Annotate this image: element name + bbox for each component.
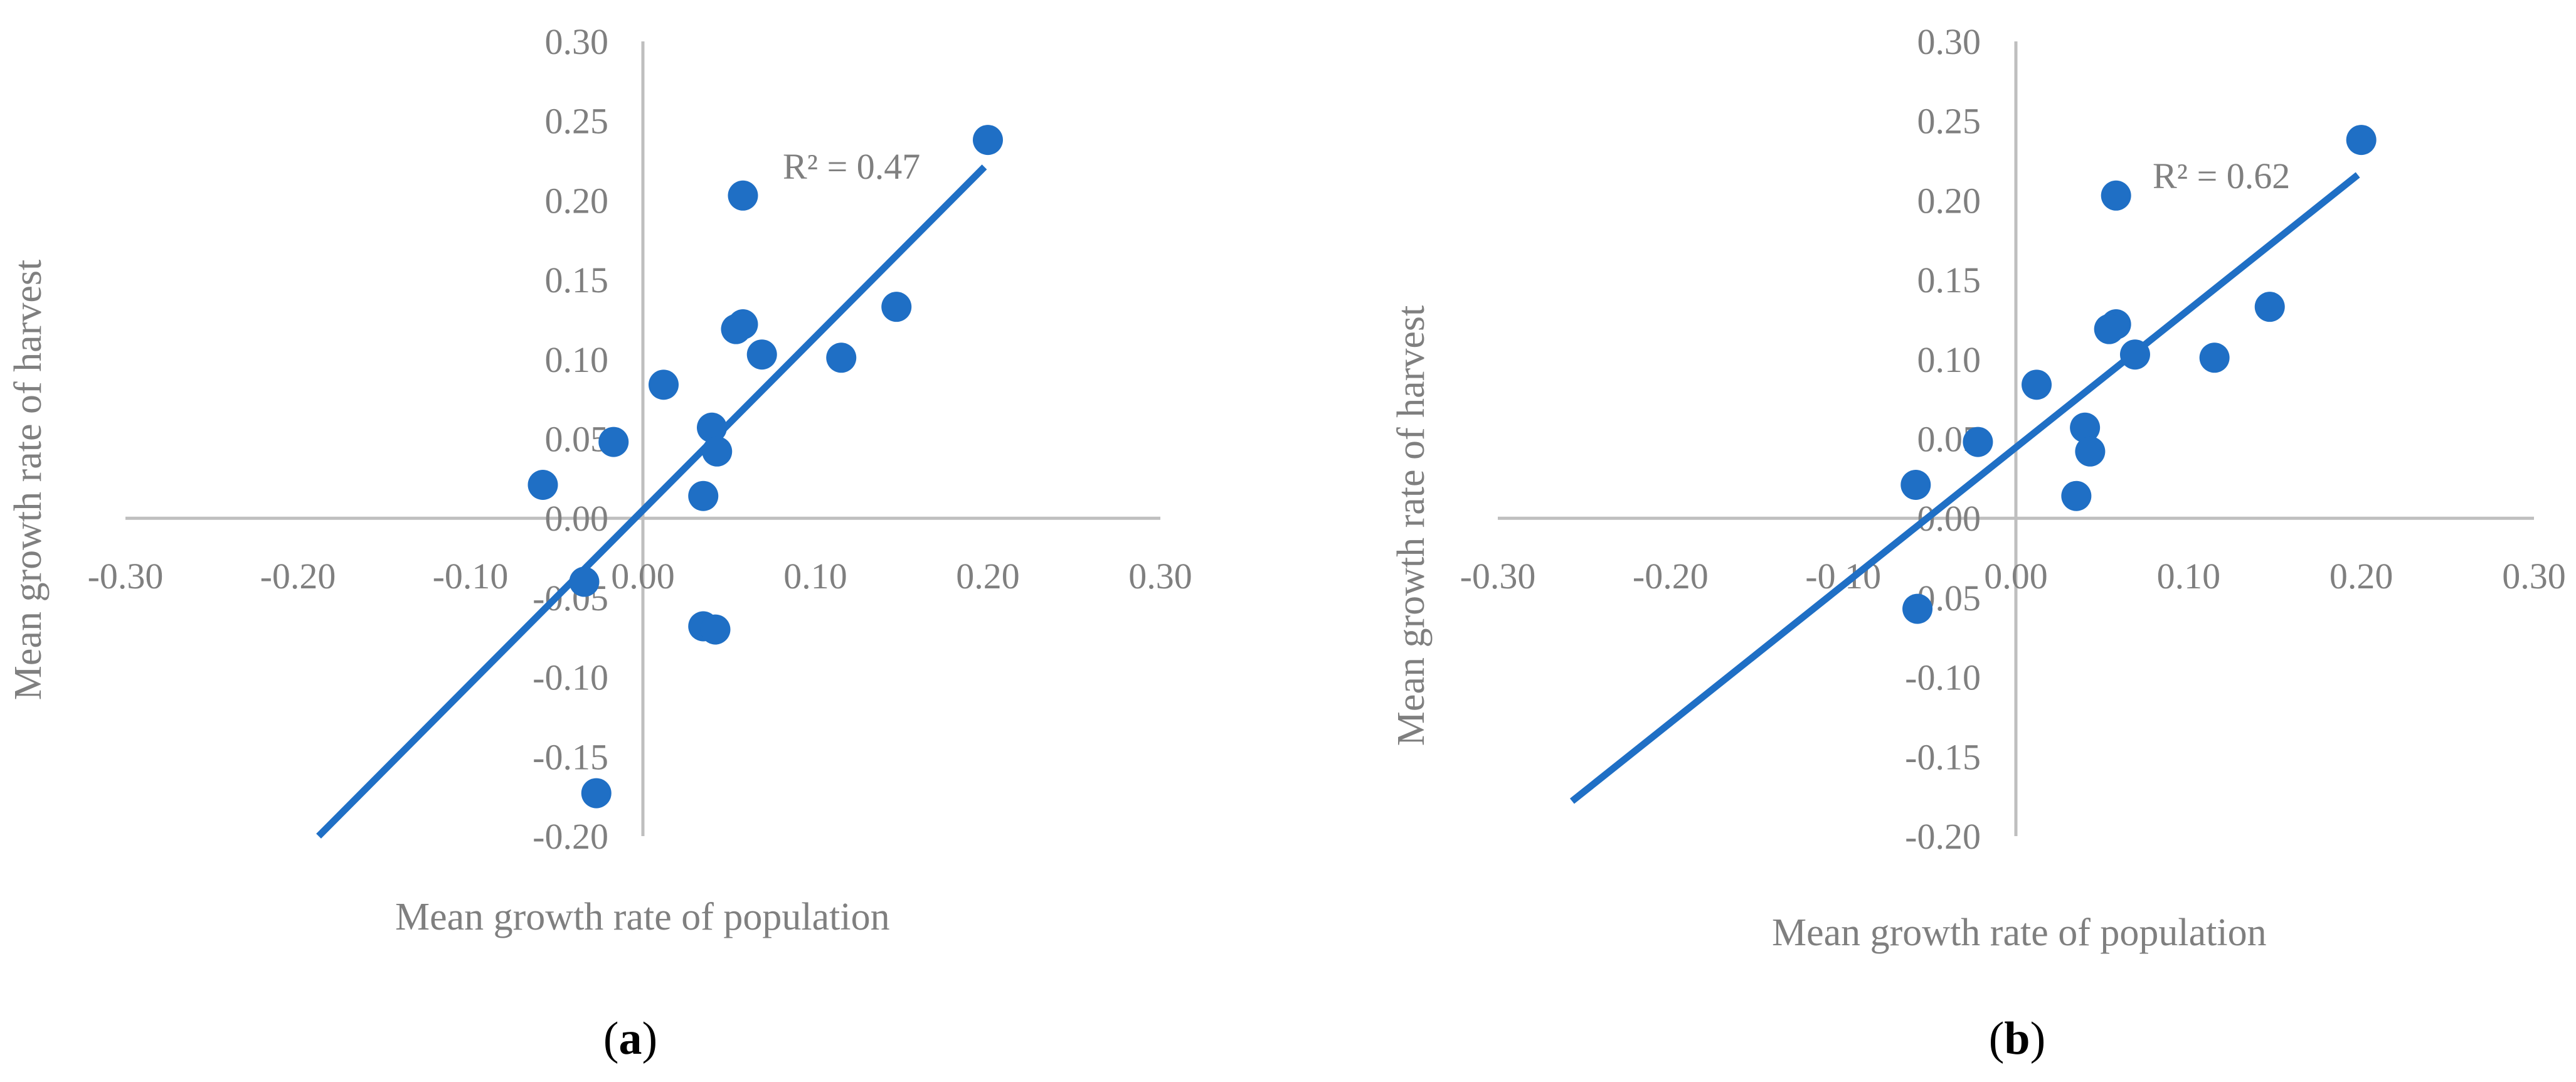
- y-axis-title-a: Mean growth rate of harvest: [7, 260, 50, 700]
- r-squared-label-b: R² = 0.62: [2153, 156, 2290, 196]
- caption-letter-a: a: [619, 1013, 642, 1064]
- data-point: [881, 292, 912, 322]
- x-tick-label: 0.20: [2330, 556, 2393, 597]
- axes-b: [1498, 41, 2534, 836]
- x-tick-label: -0.10: [433, 556, 509, 597]
- x-tick-label: 0.10: [783, 556, 847, 597]
- data-point: [2101, 180, 2131, 211]
- data-point: [688, 480, 719, 511]
- data-point: [2346, 125, 2377, 156]
- data-point: [581, 778, 612, 809]
- y-tick-label: -0.10: [533, 657, 608, 698]
- data-point: [1900, 469, 1931, 500]
- y-tick-label: -0.15: [1905, 736, 1981, 777]
- data-point: [973, 125, 1003, 156]
- data-point: [826, 342, 857, 373]
- y-tick-label: 0.30: [545, 21, 609, 62]
- data-points-b: [1900, 125, 2377, 624]
- trendline: [1569, 172, 2360, 804]
- data-point: [721, 314, 751, 344]
- data-point: [746, 339, 777, 370]
- chart-panel-b: -0.20-0.15-0.10-0.050.000.050.100.150.20…: [1390, 21, 2566, 1064]
- data-point: [2119, 339, 2150, 370]
- y-tick-label: 0.25: [545, 101, 609, 142]
- data-point: [1902, 593, 1933, 624]
- y-tick-label: 0.10: [545, 339, 609, 380]
- y-tick-label: 0.25: [1917, 101, 1981, 142]
- data-point: [1963, 427, 1993, 457]
- data-point: [700, 614, 731, 645]
- data-point: [2199, 342, 2230, 373]
- x-axis-title-a: Mean growth rate of population: [395, 896, 890, 938]
- trendline: [316, 164, 987, 839]
- trendline-b: [1569, 172, 2360, 804]
- data-point: [2075, 436, 2106, 467]
- x-tick-label: 0.30: [1128, 556, 1192, 597]
- data-point: [2254, 292, 2285, 322]
- y-tick-label: -0.10: [1905, 657, 1981, 698]
- x-tick-label: -0.30: [1460, 556, 1536, 597]
- data-point: [2094, 314, 2124, 344]
- y-tick-label: -0.20: [1905, 816, 1981, 857]
- data-point: [598, 427, 629, 457]
- caption-open-paren-b: (: [1989, 1013, 2005, 1064]
- panel-caption-b: (b): [1989, 1013, 2045, 1064]
- x-tick-label: 0.30: [2502, 556, 2566, 597]
- caption-close-paren-b: ): [2030, 1013, 2046, 1064]
- x-tick-label: -0.20: [1633, 556, 1709, 597]
- r-squared-label-a: R² = 0.47: [783, 146, 920, 187]
- chart-panel-a: -0.20-0.15-0.10-0.050.000.050.100.150.20…: [7, 21, 1192, 1064]
- caption-letter-b: b: [2004, 1013, 2030, 1064]
- x-tick-labels-a: -0.30 -0.20 -0.10 0.00 0.10 0.20 0.30: [88, 556, 1192, 597]
- x-tick-label: 0.00: [1984, 556, 2048, 597]
- x-tick-labels-b: -0.30 -0.20 -0.10 0.00 0.10 0.20 0.30: [1460, 556, 2566, 597]
- y-tick-label: -0.20: [533, 816, 608, 857]
- data-point: [728, 180, 758, 211]
- x-tick-label: 0.20: [956, 556, 1020, 597]
- data-points-a: [527, 125, 1003, 809]
- axes-a: [125, 41, 1160, 836]
- y-tick-label: 0.15: [545, 260, 609, 300]
- y-tick-label: 0.00: [545, 498, 609, 539]
- y-axis-title-b: Mean growth rate of harvest: [1390, 305, 1433, 746]
- data-point: [2070, 412, 2101, 443]
- x-tick-label: -0.30: [88, 556, 164, 597]
- caption-close-paren-a: ): [642, 1013, 658, 1064]
- x-tick-label: -0.20: [260, 556, 336, 597]
- y-tick-label: -0.15: [533, 736, 608, 777]
- trendline-a: [316, 164, 987, 839]
- y-tick-label: 0.15: [1917, 260, 1981, 300]
- panel-caption-a: (a): [603, 1013, 657, 1064]
- x-tick-label: 0.10: [2157, 556, 2221, 597]
- data-point: [569, 566, 600, 597]
- y-tick-label: 0.30: [1917, 21, 1981, 62]
- data-point: [527, 469, 558, 500]
- data-point: [2061, 480, 2092, 511]
- y-tick-labels-a: -0.20-0.15-0.10-0.050.000.050.100.150.20…: [533, 21, 608, 857]
- data-point: [649, 369, 679, 400]
- caption-open-paren-a: (: [603, 1013, 619, 1064]
- y-tick-label: 0.20: [545, 180, 609, 221]
- x-tick-label: 0.00: [611, 556, 675, 597]
- y-tick-label: 0.05: [545, 419, 609, 460]
- data-point: [2022, 369, 2052, 400]
- y-tick-label: 0.10: [1917, 339, 1981, 380]
- data-point: [697, 412, 727, 443]
- x-axis-title-b: Mean growth rate of population: [1772, 911, 2267, 954]
- data-point: [702, 436, 733, 467]
- y-tick-label: 0.20: [1917, 180, 1981, 221]
